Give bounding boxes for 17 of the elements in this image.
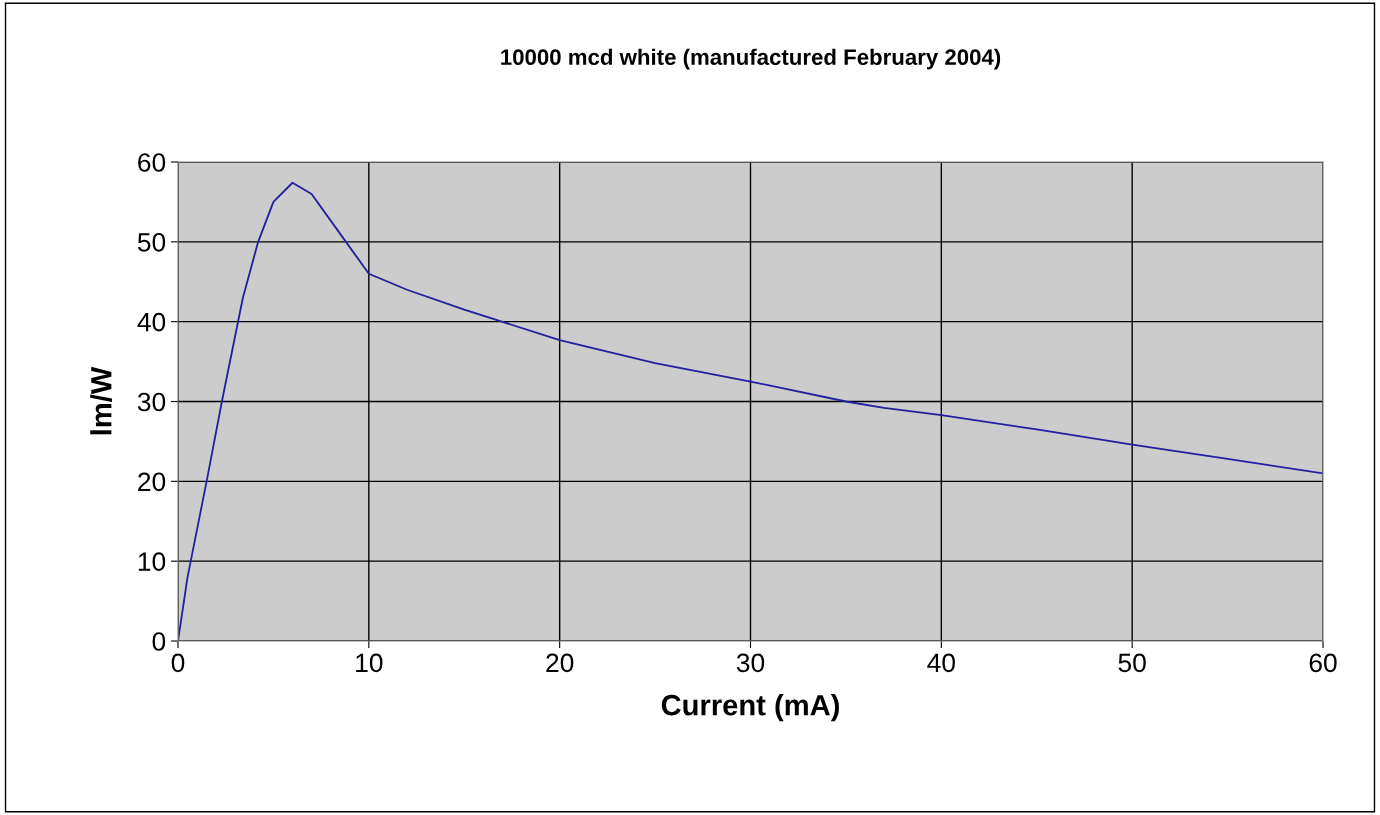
- x-tick-label: 0: [171, 653, 185, 673]
- y-tick-label: 50: [137, 232, 166, 252]
- y-tick-label: 30: [137, 392, 166, 412]
- x-tick-label: 60: [1309, 653, 1337, 673]
- chart-title: 10000 mcd white (manufactured February 2004): [501, 48, 1001, 70]
- y-tick-label: 20: [138, 472, 166, 492]
- y-tick-label: 40: [137, 312, 166, 332]
- x-tick-label: 20: [546, 653, 574, 673]
- x-tick-label: 10: [356, 653, 383, 673]
- x-tick-label: 30: [736, 653, 765, 673]
- y-tick-label: 10: [138, 552, 166, 571]
- y-axis-title: lm/W: [90, 366, 112, 435]
- x-tick-label: 40: [927, 653, 955, 673]
- y-tick-label: 0: [152, 632, 166, 651]
- x-axis-title: Current (mA): [661, 694, 839, 722]
- y-tick-label: 60: [138, 153, 166, 172]
- x-tick-label: 50: [1118, 653, 1146, 673]
